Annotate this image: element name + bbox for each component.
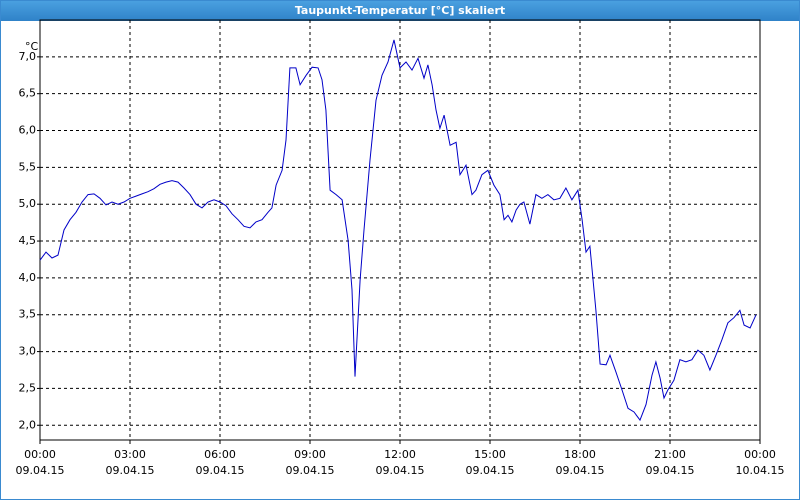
x-tick-date: 09.04.15 <box>106 464 155 477</box>
y-tick-label: 2,5 <box>19 381 37 394</box>
x-tick-date: 09.04.15 <box>466 464 515 477</box>
x-tick-label: 06:00 <box>204 448 236 461</box>
y-tick-label: 7,0 <box>19 50 37 63</box>
x-tick-label: 18:00 <box>564 448 596 461</box>
y-tick-label: 6,5 <box>19 87 37 100</box>
y-tick-label: 2,0 <box>19 418 37 431</box>
x-tick-date: 09.04.15 <box>16 464 65 477</box>
data-line <box>39 39 757 422</box>
x-tick-date: 10.04.15 <box>736 464 785 477</box>
y-unit: °C <box>25 40 39 53</box>
x-tick-label: 03:00 <box>114 448 146 461</box>
x-tick-date: 09.04.15 <box>196 464 245 477</box>
x-tick-label: 21:00 <box>654 448 686 461</box>
x-tick-date: 09.04.15 <box>556 464 605 477</box>
plot-frame <box>39 19 761 441</box>
y-tick-label: 3,0 <box>19 345 37 358</box>
x-tick-date: 09.04.15 <box>286 464 335 477</box>
y-tick-label: 6,0 <box>19 124 37 137</box>
y-tick-label: 3,5 <box>19 308 37 321</box>
x-tick-label: 15:00 <box>474 448 506 461</box>
x-tick-label: 00:00 <box>24 448 56 461</box>
y-tick-label: 4,0 <box>19 271 37 284</box>
x-tick-label: 12:00 <box>384 448 416 461</box>
y-tick-label: 4,5 <box>19 234 37 247</box>
x-tick-date: 09.04.15 <box>376 464 425 477</box>
x-tick-label: 00:00 <box>744 448 776 461</box>
x-tick-date: 09.04.15 <box>646 464 695 477</box>
y-tick-label: 5,5 <box>19 160 37 173</box>
y-tick-label: 5,0 <box>19 197 37 210</box>
x-tick-label: 09:00 <box>294 448 326 461</box>
title-bar: Taupunkt-Temperatur [°C] skaliert <box>1 1 799 21</box>
